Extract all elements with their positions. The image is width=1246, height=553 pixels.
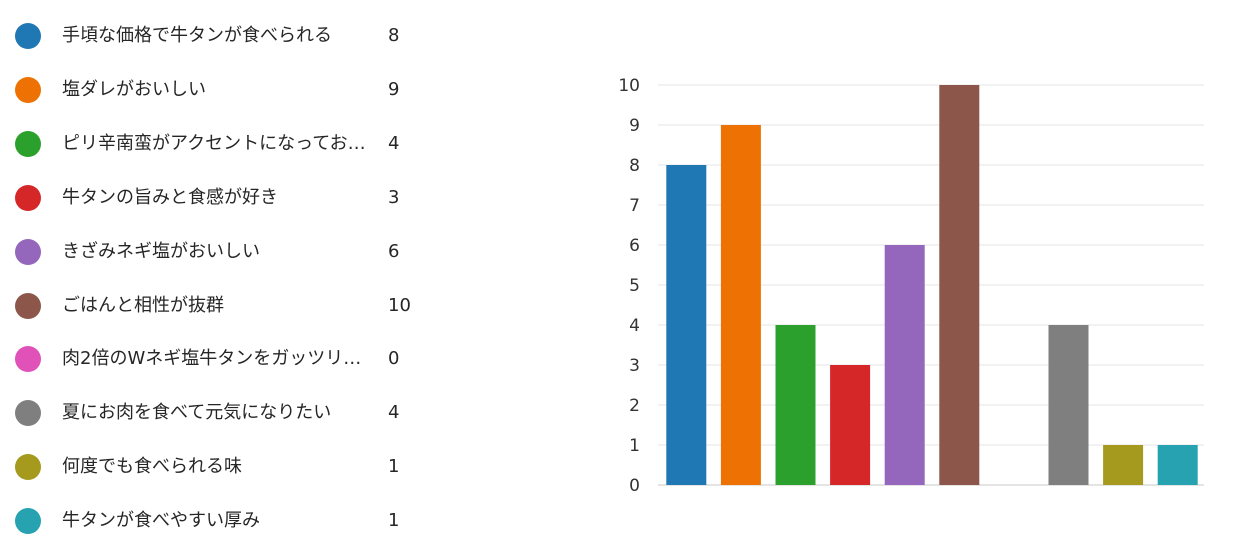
y-tick-label: 0: [629, 476, 640, 496]
legend-item: 何度でも食べられる味 1: [0, 446, 440, 486]
bar[interactable]: [720, 125, 761, 485]
legend-label: 何度でも食べられる味: [62, 456, 242, 478]
legend-item: 手頃な価格で牛タンが食べられる 8: [0, 15, 440, 55]
legend-count: 9: [388, 78, 400, 100]
legend-swatch: [15, 184, 41, 211]
y-tick-label: 2: [629, 396, 640, 416]
legend-item: 肉2倍のWネギ塩牛タンをガッツリ食... 0: [0, 338, 440, 378]
legend-label: 牛タンの旨みと食感が好き: [62, 186, 278, 208]
bar[interactable]: [830, 365, 871, 485]
chart-legend: 手頃な価格で牛タンが食べられる 8 塩ダレがおいしい 9 ピリ辛南蛮がアクセントになって…: [0, 0, 440, 553]
bar[interactable]: [884, 245, 925, 485]
legend-count: 8: [388, 25, 400, 46]
legend-swatch: [15, 508, 41, 535]
legend-count: 10: [388, 294, 411, 316]
y-tick-label: 8: [629, 156, 640, 176]
legend-swatch: [15, 400, 41, 427]
y-tick-label: 5: [629, 276, 640, 296]
legend-label: 牛タンが食べやすい厚み: [62, 510, 260, 532]
legend-item: きざみネギ塩がおいしい 6: [0, 231, 440, 271]
legend-item: 牛タンが食べやすい厚み 1: [0, 500, 440, 540]
bar[interactable]: [775, 325, 816, 485]
bar-chart: 0 1 2 3 4 5 6 7 8 9 10: [618, 76, 1204, 496]
legend-label: 手頃な価格で牛タンが食べられる: [62, 25, 332, 46]
legend-swatch: [15, 238, 41, 265]
legend-count: 3: [388, 186, 400, 208]
legend-count: 0: [388, 348, 400, 370]
y-tick-label: 3: [629, 356, 640, 376]
bar[interactable]: [1103, 445, 1144, 485]
bar[interactable]: [1048, 325, 1089, 485]
legend-label: 夏にお肉を食べて元気になりたい: [62, 402, 332, 424]
bar[interactable]: [1157, 445, 1198, 485]
legend-count: 4: [388, 402, 400, 424]
legend-item: 塩ダレがおいしい 9: [0, 69, 440, 109]
legend-swatch: [15, 23, 41, 49]
legend-count: 1: [388, 456, 400, 478]
legend-count: 1: [388, 510, 400, 532]
legend-label: 肉2倍のWネギ塩牛タンをガッツリ食...: [62, 348, 374, 370]
y-tick-label: 6: [629, 236, 640, 256]
bar[interactable]: [666, 165, 707, 485]
y-tick-label: 7: [629, 196, 640, 216]
legend-label: きざみネギ塩がおいしい: [62, 240, 260, 262]
y-tick-label: 4: [629, 316, 640, 336]
y-tick-label: 10: [618, 76, 640, 96]
legend-swatch: [15, 454, 41, 481]
legend-count: 6: [388, 240, 400, 262]
y-tick-label: 9: [629, 116, 640, 136]
legend-item: 夏にお肉を食べて元気になりたい 4: [0, 392, 440, 432]
legend-label: 塩ダレがおいしい: [62, 78, 206, 100]
legend-item: ごはんと相性が抜群 10: [0, 285, 440, 325]
legend-label: ピリ辛南蛮がアクセントになっておい...: [62, 132, 374, 154]
legend-swatch: [15, 130, 41, 157]
legend-swatch: [15, 76, 41, 103]
legend-item: 牛タンの旨みと食感が好き 3: [0, 177, 440, 217]
bar[interactable]: [939, 85, 980, 485]
legend-swatch: [15, 292, 41, 319]
legend-label: ごはんと相性が抜群: [62, 294, 224, 316]
legend-count: 4: [388, 132, 400, 154]
legend-item: ピリ辛南蛮がアクセントになっておい... 4: [0, 123, 440, 163]
legend-swatch: [15, 346, 41, 373]
y-tick-label: 1: [629, 436, 640, 456]
